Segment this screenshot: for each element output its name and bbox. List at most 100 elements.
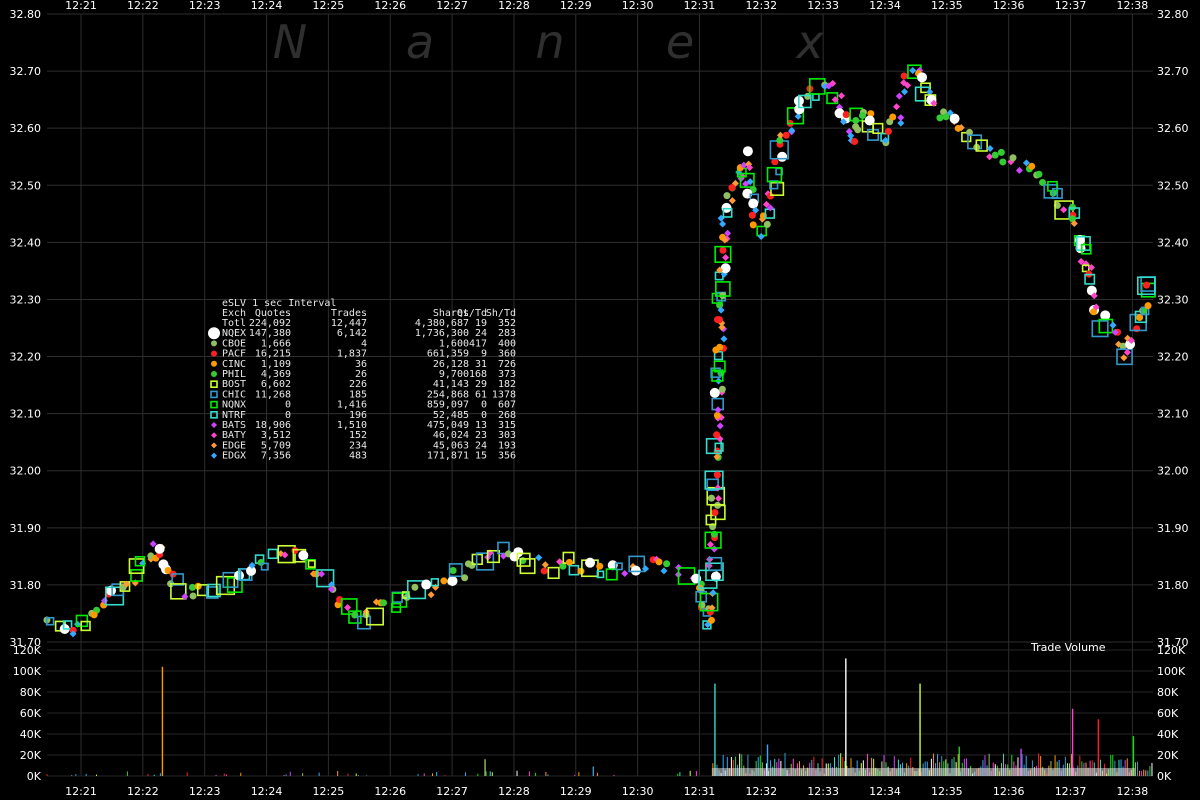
trade-marker	[1109, 321, 1117, 329]
trade-marker	[547, 566, 560, 580]
stats-table-cell: 224,092	[249, 318, 291, 329]
stats-table-cell: NQEX	[222, 328, 246, 339]
price-tick-label-left: 31.70	[10, 636, 42, 649]
trade-marker	[655, 558, 663, 566]
trade-marker	[926, 88, 934, 96]
trade-marker	[718, 323, 726, 331]
trade-marker	[171, 573, 184, 586]
stats-table-cell: 475,049	[427, 420, 469, 431]
trade-marker	[829, 79, 837, 87]
trade-marker	[893, 103, 901, 111]
trade-marker	[717, 306, 725, 314]
trade-marker	[90, 611, 98, 619]
trade-marker	[1077, 258, 1085, 266]
trade-marker	[248, 561, 256, 569]
stats-table-cell: 41,143	[433, 379, 469, 390]
trade-marker	[541, 561, 549, 569]
volume-tick-label-left: 60K	[20, 707, 42, 720]
trade-marker	[1070, 220, 1078, 228]
trade-marker	[742, 180, 750, 188]
trade-marker	[749, 221, 757, 229]
stats-table-header: Quotes	[255, 308, 291, 319]
trade-marker	[718, 385, 726, 393]
trade-marker	[986, 145, 994, 153]
trade-marker	[663, 560, 671, 568]
stats-table-cell: 254,868	[427, 389, 469, 400]
x-tick-label-bottom: 12:32	[745, 785, 777, 798]
trade-marker	[889, 113, 897, 121]
stats-table-header: Sh/Td	[486, 308, 516, 319]
trade-marker	[149, 540, 157, 548]
x-tick-label-top: 12:26	[374, 0, 406, 12]
trade-marker	[170, 583, 187, 600]
trade-marker	[565, 558, 573, 566]
price-tick-label-left: 32.80	[10, 8, 42, 21]
trade-marker	[1136, 314, 1144, 322]
stats-table-cell: 16,215	[255, 349, 291, 360]
trade-marker	[391, 602, 402, 613]
stats-table-cell: 19	[475, 318, 487, 329]
trade-marker	[708, 604, 716, 612]
trade-marker	[1087, 264, 1095, 272]
stats-table-cell: 303	[498, 430, 516, 441]
trade-marker	[752, 206, 760, 214]
trade-marker	[1120, 354, 1128, 362]
stats-table-cell: 193	[498, 440, 516, 451]
trade-marker	[210, 410, 218, 419]
trade-marker	[739, 172, 755, 188]
trade-marker	[630, 565, 641, 576]
trade-marker	[1051, 187, 1063, 199]
trade-marker	[710, 571, 721, 582]
axis-labels: 12:21 12:21 12:22 12:22 12:23 12:23 12:24 12:24…	[10, 0, 1189, 798]
price-tick-label-right: 31.80	[1157, 579, 1189, 592]
stats-table-cell: 31	[475, 359, 487, 370]
stats-table-cell: 11,268	[255, 389, 291, 400]
trade-marker	[757, 232, 765, 240]
trade-marker	[1090, 292, 1098, 300]
trade-marker	[705, 562, 724, 582]
trade-marker	[771, 158, 779, 166]
volume-axis-title: Trade Volume	[1030, 641, 1106, 654]
volume-tick-label-right: 120K	[1157, 644, 1186, 657]
trade-marker	[975, 139, 988, 152]
trade-marker	[702, 620, 712, 630]
trade-marker	[997, 148, 1005, 156]
trade-marker	[207, 583, 221, 598]
trade-marker	[585, 557, 596, 568]
trade-marker	[307, 559, 316, 568]
volume-tick-label-left: 80K	[20, 686, 42, 699]
trade-marker	[291, 547, 299, 555]
trade-marker	[1060, 206, 1068, 214]
x-tick-label-top: 12:38	[1117, 0, 1149, 12]
trade-marker	[1090, 308, 1098, 316]
trade-marker	[763, 220, 771, 228]
trade-marker	[837, 92, 845, 100]
stats-table-cell: CHIC	[222, 389, 246, 400]
trade-marker	[716, 266, 724, 274]
price-tick-label-right: 31.90	[1157, 522, 1189, 535]
trade-marker	[447, 575, 458, 586]
trade-marker	[722, 207, 733, 218]
trade-marker	[864, 115, 875, 126]
trade-marker	[788, 127, 796, 135]
price-tick-label-right: 32.80	[1157, 8, 1189, 21]
trade-marker	[713, 471, 721, 479]
x-tick-label-top: 12:24	[251, 0, 283, 12]
trade-marker	[847, 132, 855, 140]
trade-marker	[486, 549, 500, 564]
stats-table-cell: 46,024	[433, 430, 469, 441]
stats-table-cell: 24	[475, 328, 487, 339]
trade-marker	[714, 316, 722, 324]
stats-table-cell: 29	[475, 379, 487, 390]
trade-marker	[872, 122, 884, 135]
x-tick-label-bottom: 12:26	[374, 785, 406, 798]
trade-marker	[766, 192, 774, 200]
trade-marker	[461, 574, 469, 582]
stats-table-cell: 185	[349, 389, 367, 400]
trade-marker	[1075, 235, 1091, 251]
x-tick-label-top: 12:34	[869, 0, 901, 12]
trade-marker	[215, 575, 236, 596]
stats-table-title: eSLV 1 sec Interval	[222, 298, 336, 309]
stats-table-cell: 5,709	[261, 440, 291, 451]
